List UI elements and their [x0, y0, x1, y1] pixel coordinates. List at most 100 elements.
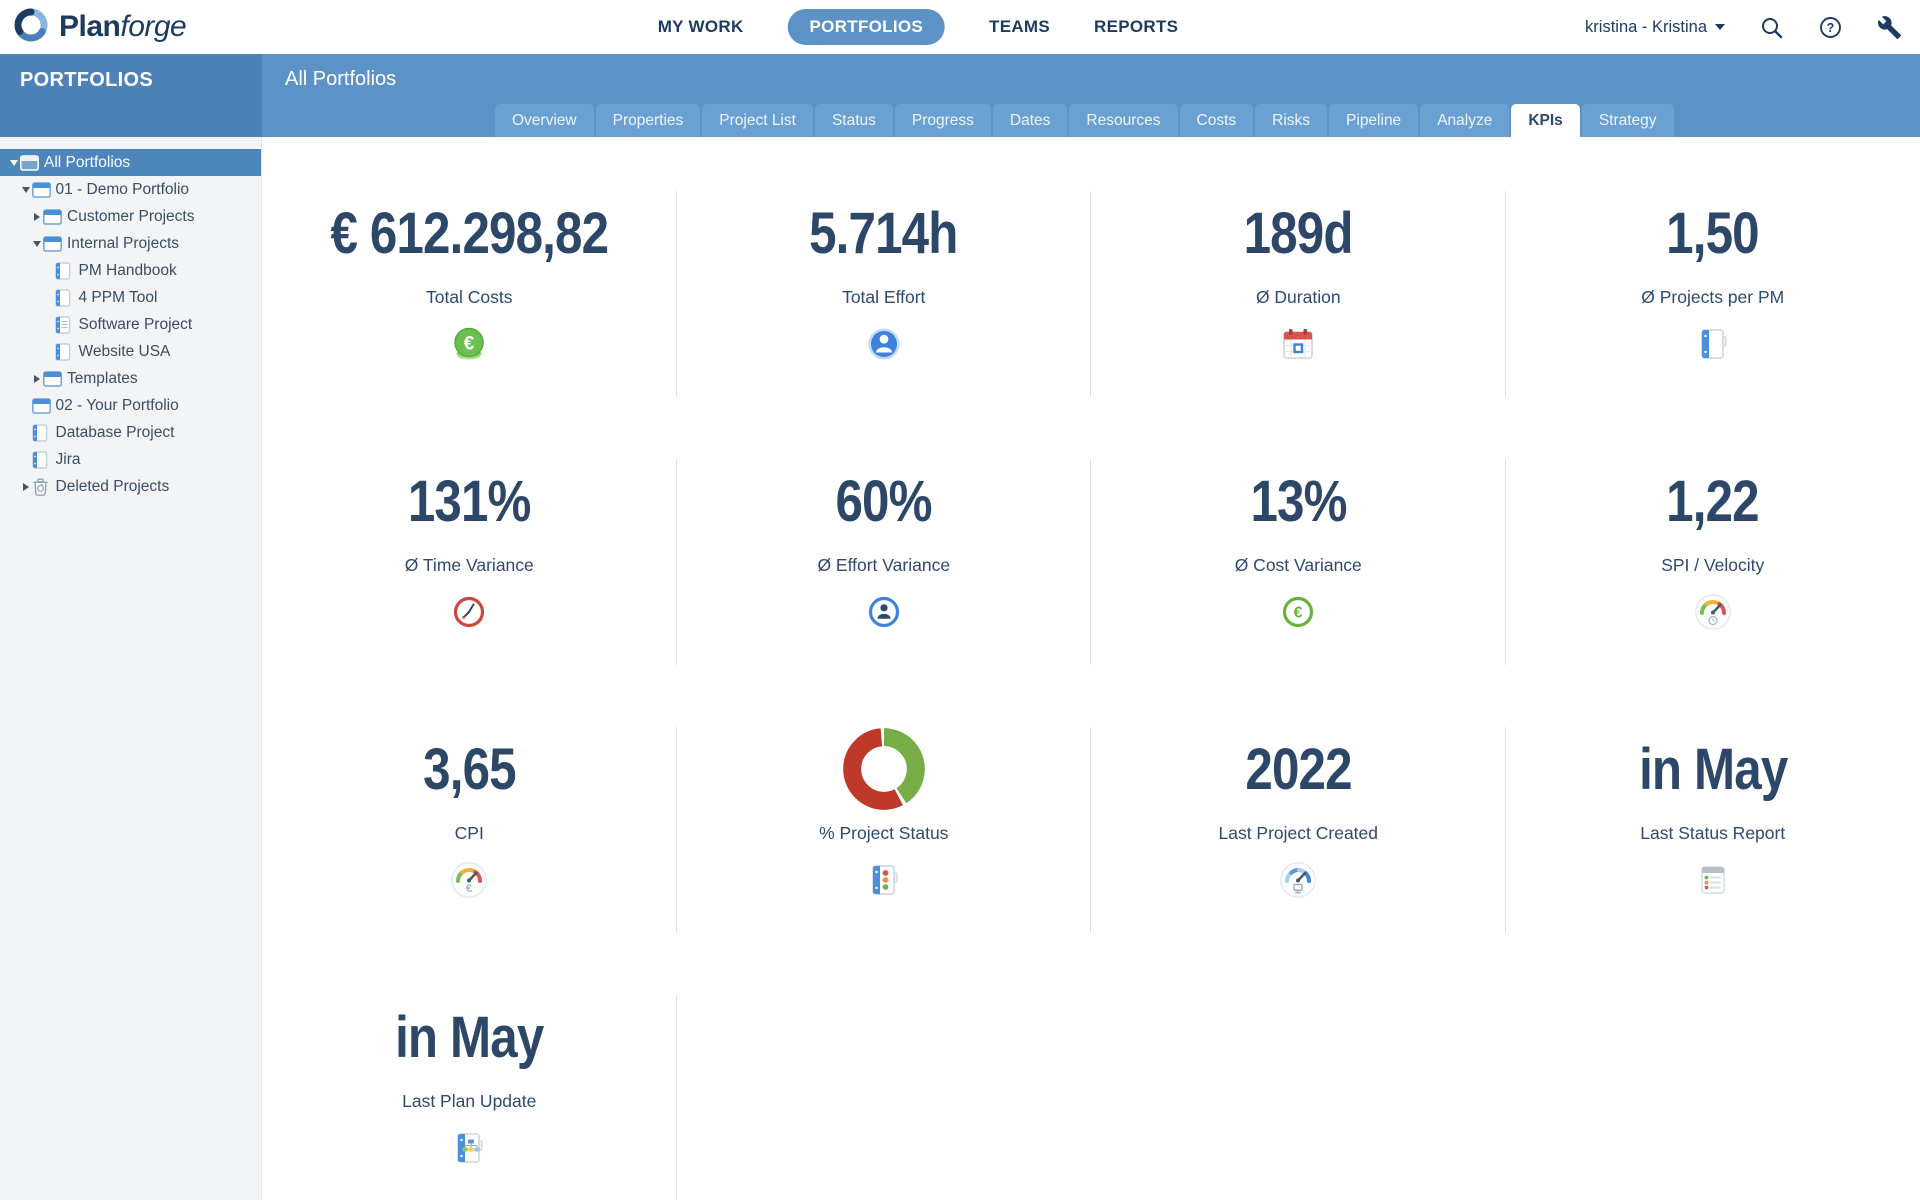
- nav-reports[interactable]: REPORTS: [1094, 17, 1179, 36]
- kpi-cell-empty: [1506, 993, 1920, 1200]
- kpi-cell-last-status-report: in May Last Status Report: [1506, 725, 1920, 993]
- project-icon: [54, 342, 79, 361]
- nav-my-work[interactable]: MY WORK: [657, 17, 744, 36]
- tab-strategy[interactable]: Strategy: [1581, 104, 1674, 137]
- svg-text:€: €: [466, 883, 472, 895]
- kpi-value: 131%: [407, 468, 532, 534]
- kpi-cell-empty: [677, 993, 1092, 1200]
- tab-properties[interactable]: Properties: [595, 104, 701, 137]
- expanded-arrow-icon[interactable]: [20, 186, 32, 193]
- person-ring-icon: [865, 592, 903, 632]
- kpi-cell-projects-per-pm: 1,50 Ø Projects per PM: [1506, 189, 1920, 457]
- tab-status[interactable]: Status: [814, 104, 893, 137]
- kpi-cell-total-effort: 5.714h Total Effort: [677, 189, 1092, 457]
- project-icon: [31, 423, 56, 442]
- calendar-icon: [1279, 324, 1317, 364]
- tree-item-deleted-projects[interactable]: Deleted Projects: [0, 473, 261, 500]
- tree-item-label: PM Handbook: [78, 261, 177, 279]
- content-header: All Portfolios Overview Properties Project…: [262, 54, 1920, 137]
- kpi-label: Last Project Created: [1218, 823, 1379, 843]
- planforge-logo[interactable]: Planforge: [0, 6, 187, 49]
- kpi-value: 1,22: [1666, 468, 1760, 534]
- collapsed-arrow-icon[interactable]: [31, 212, 43, 221]
- project-icon: [54, 288, 79, 307]
- nav-portfolios[interactable]: PORTFOLIOS: [787, 9, 946, 45]
- tree-item-4-ppm-tool[interactable]: 4 PPM Tool: [0, 284, 261, 311]
- kpi-cell-total-costs: € 612.298,82 Total Costs €: [262, 189, 677, 457]
- collapsed-arrow-icon[interactable]: [31, 374, 43, 383]
- tab-kpis[interactable]: KPIs: [1511, 104, 1580, 137]
- kpi-label: SPI / Velocity: [1661, 555, 1765, 575]
- tree-item-internal-projects[interactable]: Internal Projects: [0, 230, 261, 257]
- nav-teams[interactable]: TEAMS: [989, 17, 1051, 36]
- admin-wrench-icon[interactable]: [1877, 15, 1902, 40]
- kpi-value: 189d: [1243, 200, 1354, 266]
- kpi-value: 60%: [835, 468, 933, 534]
- collapsed-arrow-icon[interactable]: [20, 482, 32, 491]
- brand-name: Planforge: [59, 10, 187, 43]
- tree-item-pm-handbook[interactable]: PM Handbook: [0, 257, 261, 284]
- speedometer-euro-icon: €: [450, 860, 488, 900]
- tree-item-01-demo-portfolio[interactable]: 01 - Demo Portfolio: [0, 176, 261, 203]
- kpi-value: 3,65: [422, 736, 516, 802]
- kpi-value: 2022: [1245, 736, 1352, 802]
- kpi-cell-empty: [1091, 993, 1506, 1200]
- kpi-cell-cpi: 3,65 CPI €: [262, 725, 677, 993]
- kpi-cell-last-project-created: 2022 Last Project Created: [1091, 725, 1506, 993]
- euro-ring-icon: €: [1279, 592, 1317, 632]
- tree-item-label: Database Project: [55, 423, 175, 441]
- user-menu[interactable]: kristina - Kristina: [1585, 18, 1725, 37]
- tree-item-label: Deleted Projects: [55, 477, 170, 495]
- svg-text:?: ?: [1827, 21, 1835, 35]
- tab-analyze[interactable]: Analyze: [1420, 104, 1510, 137]
- project-binder-icon: [1694, 324, 1732, 364]
- tab-progress[interactable]: Progress: [894, 104, 991, 137]
- tree-item-label: Jira: [55, 450, 81, 468]
- kpi-cell-duration: 189d Ø Duration: [1091, 189, 1506, 457]
- expanded-arrow-icon[interactable]: [31, 240, 43, 247]
- tree-item-label: Customer Projects: [67, 207, 195, 225]
- tab-resources[interactable]: Resources: [1069, 104, 1178, 137]
- header-band: PORTFOLIOS All Portfolios Overview Proper…: [0, 54, 1920, 137]
- tree-item-label: Website USA: [78, 342, 171, 360]
- tree-item-jira[interactable]: Jira: [0, 446, 261, 473]
- kpi-value: 1,50: [1666, 200, 1760, 266]
- tree-item-templates[interactable]: Templates: [0, 365, 261, 392]
- planforge-swirl-icon: [12, 6, 50, 49]
- kpi-value-slot: 5.714h: [796, 189, 971, 277]
- portfolio-folder-icon: [31, 181, 56, 198]
- kpi-label: % Project Status: [819, 823, 949, 843]
- kpi-value-slot: [840, 725, 928, 813]
- tree-item-all-portfolios[interactable]: All Portfolios: [0, 149, 261, 176]
- tab-project-list[interactable]: Project List: [702, 104, 813, 137]
- kpi-label: Ø Cost Variance: [1234, 555, 1362, 575]
- tree-item-02-your-portfolio[interactable]: 02 - Your Portfolio: [0, 392, 261, 419]
- kpi-cell-last-plan-update: in May Last Plan Update: [262, 993, 677, 1200]
- sidebar-title: PORTFOLIOS: [20, 69, 153, 91]
- kpi-value: € 612.298,82: [330, 200, 609, 266]
- tab-costs[interactable]: Costs: [1179, 104, 1254, 137]
- tree-item-customer-projects[interactable]: Customer Projects: [0, 203, 261, 230]
- tree-item-website-usa[interactable]: Website USA: [0, 338, 261, 365]
- portfolio-folder-icon: [43, 235, 67, 252]
- page-body: All Portfolios 01 - Demo Portfolio Custome…: [0, 137, 1920, 1200]
- kpi-label: Last Status Report: [1640, 823, 1786, 843]
- search-icon[interactable]: [1759, 15, 1784, 40]
- tree-item-software-project[interactable]: Software Project: [0, 311, 261, 338]
- kpi-value: in May: [1638, 736, 1788, 802]
- clock-ring-icon: [450, 592, 488, 632]
- tab-overview[interactable]: Overview: [495, 104, 594, 137]
- kpi-value-slot: in May: [1626, 725, 1801, 813]
- kpi-label: Last Plan Update: [402, 1091, 537, 1111]
- tab-pipeline[interactable]: Pipeline: [1329, 104, 1419, 137]
- tree-item-label: 01 - Demo Portfolio: [55, 180, 190, 198]
- tab-dates[interactable]: Dates: [992, 104, 1068, 137]
- kpi-cell-time-variance: 131% Ø Time Variance: [262, 457, 677, 725]
- expanded-arrow-icon[interactable]: [8, 159, 20, 166]
- svg-text:€: €: [464, 334, 475, 355]
- kpi-cell-effort-variance: 60% Ø Effort Variance: [677, 457, 1092, 725]
- tab-risks[interactable]: Risks: [1255, 104, 1328, 137]
- help-icon[interactable]: ?: [1818, 15, 1843, 40]
- tree-item-database-project[interactable]: Database Project: [0, 419, 261, 446]
- trash-icon: [32, 478, 56, 496]
